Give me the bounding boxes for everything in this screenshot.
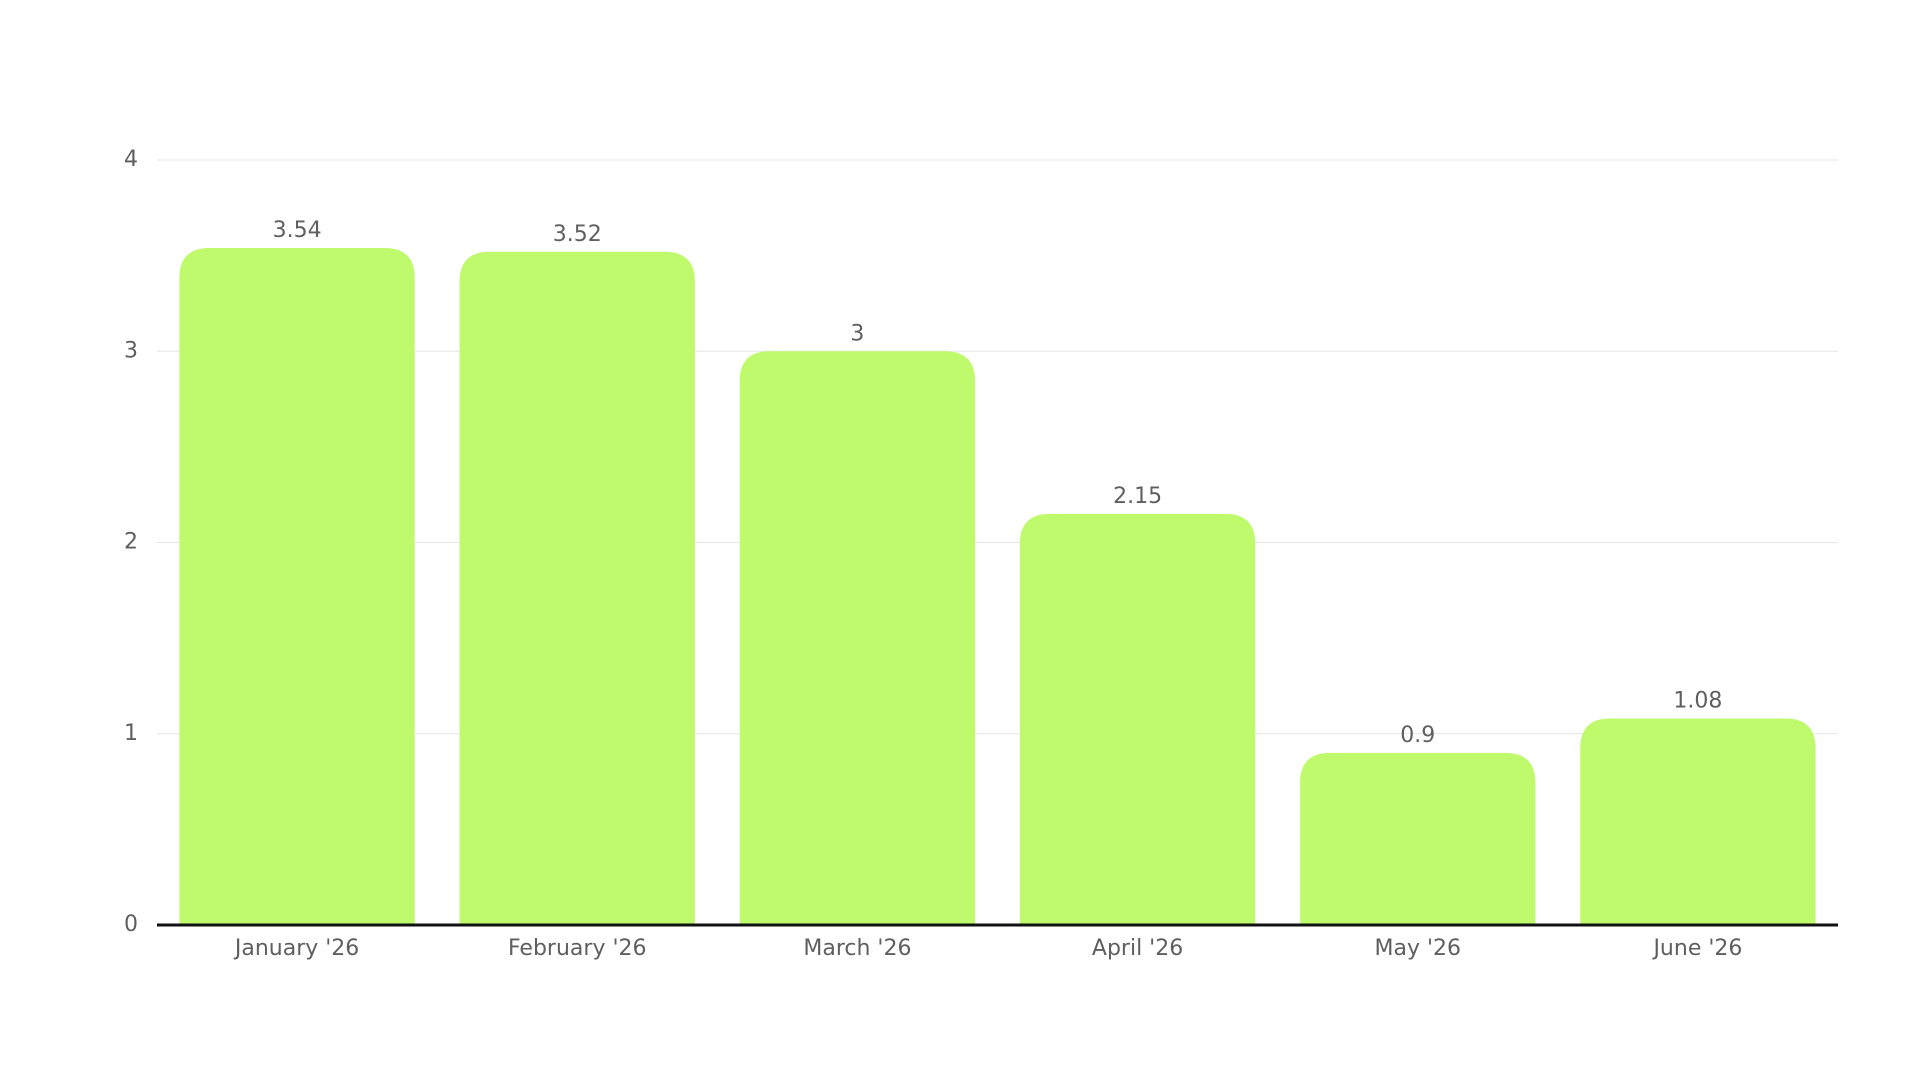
y-tick-label: 0	[124, 912, 138, 937]
x-tick-label: March '26	[803, 936, 911, 961]
bar	[739, 351, 976, 925]
data-label: 3	[850, 321, 864, 346]
bar	[1019, 513, 1256, 925]
bar	[459, 251, 695, 926]
bar	[1300, 752, 1536, 925]
x-tick-label: February '26	[508, 936, 647, 961]
x-tick-label: January '26	[233, 936, 359, 961]
y-tick-label: 4	[124, 147, 138, 172]
x-tick-label: April '26	[1092, 936, 1183, 961]
data-label: 3.54	[273, 218, 322, 243]
bar	[1580, 718, 1816, 925]
data-label: 3.52	[553, 222, 602, 247]
data-label: 1.08	[1673, 688, 1722, 713]
y-tick-label: 2	[124, 530, 138, 555]
y-tick-label: 3	[124, 338, 138, 363]
bar	[179, 247, 415, 926]
x-tick-label: June '26	[1651, 936, 1742, 961]
data-label: 2.15	[1113, 484, 1162, 509]
y-tick-label: 1	[124, 721, 138, 746]
data-label: 0.9	[1400, 723, 1435, 748]
x-tick-label: May '26	[1374, 936, 1461, 961]
